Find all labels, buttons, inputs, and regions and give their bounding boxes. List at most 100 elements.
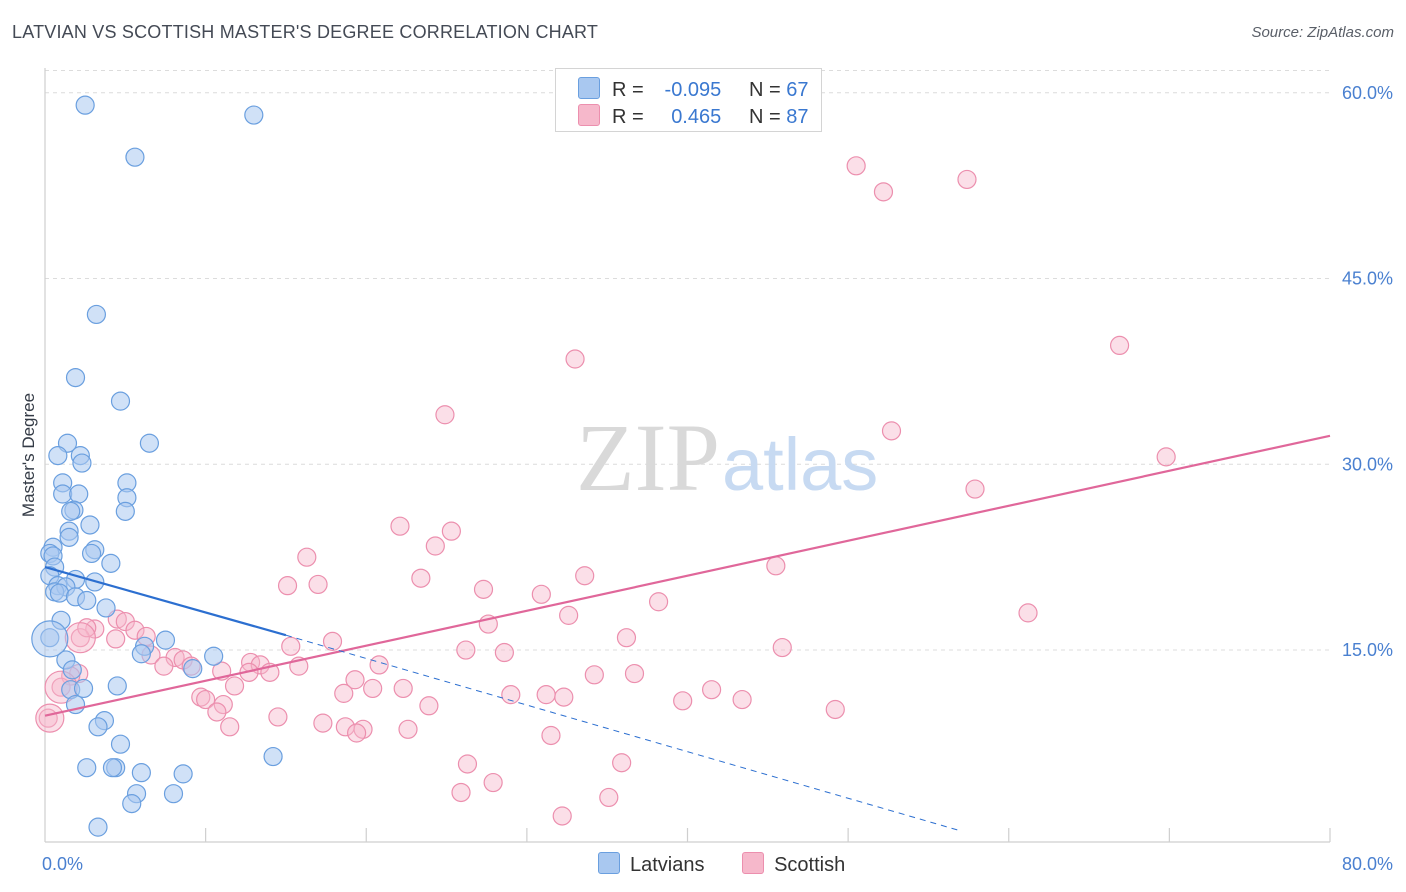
scottish-point [70, 628, 90, 648]
legend-r-label: R = [612, 106, 644, 128]
scottish-point [559, 605, 579, 625]
scottish-point [616, 628, 637, 648]
legend-n-value: 67 [786, 79, 809, 101]
scottish-point [457, 754, 478, 774]
latvian-point [81, 543, 102, 564]
legend-row-scottish: R = 0.465 N = 87 [578, 104, 809, 128]
scottish-point [612, 753, 632, 773]
scottish-point [125, 620, 145, 640]
scottish-point [441, 521, 461, 541]
scottish-point [224, 676, 245, 696]
legend-scottish-label: Scottish [774, 854, 846, 876]
scottish-point [552, 806, 572, 826]
watermark-zip: ZIP [576, 404, 720, 511]
scottish-point [965, 479, 985, 499]
latvian-point [110, 734, 131, 754]
latvian-point [122, 794, 142, 814]
scottish-point [456, 640, 476, 660]
scottish-point [494, 642, 514, 663]
latvian-point [263, 746, 283, 767]
scottish-point [281, 636, 301, 656]
scottish-cluster-point [35, 703, 65, 733]
scottish-point [297, 547, 317, 567]
latvian-point [155, 630, 176, 650]
latvian-point [107, 676, 127, 696]
scottish-point [196, 689, 216, 710]
scottish-trend-line [44, 434, 1331, 717]
latvian-point [88, 817, 108, 837]
legend-n-label: N = [749, 79, 781, 101]
scottish-point [1018, 603, 1038, 623]
series-legend: Latvians Scottish [598, 852, 877, 877]
scottish-point [308, 574, 328, 595]
scottish-point [435, 405, 455, 425]
latvian-point [73, 678, 94, 699]
legend-n-label: N = [749, 106, 781, 128]
legend-latvians-label: Latvians [630, 854, 705, 876]
scottish-point [419, 696, 439, 716]
scottish-legend-swatch [742, 852, 765, 874]
scottish-point [425, 536, 445, 556]
scottish-point [393, 678, 413, 699]
latvian-point [131, 644, 151, 664]
trend-lines [44, 434, 1331, 832]
latvian-point [61, 501, 81, 521]
scottish-point [599, 787, 619, 808]
scottish-point [541, 725, 561, 746]
latvian-point [59, 527, 79, 547]
scottish-cluster-point [64, 622, 96, 654]
scottish-point [501, 685, 521, 705]
latvian-point [75, 95, 95, 115]
latvian-point [139, 433, 160, 453]
latvian-point [72, 453, 92, 473]
scottish-point [411, 568, 431, 588]
scottish-point [483, 772, 503, 793]
legend-n-value: 87 [786, 106, 809, 128]
y-tick-label: 15.0% [1342, 640, 1393, 660]
scottish-point [825, 699, 845, 720]
scottish-point [154, 656, 174, 676]
grid-lines [45, 69, 1330, 651]
legend-item-scottish[interactable]: Scottish [742, 852, 845, 877]
scottish-point [313, 713, 333, 733]
scottish-point [846, 156, 866, 176]
scottish-point [268, 707, 288, 727]
correlation-legend: R = -0.095 N = 67 R = 0.465 N = 87 [555, 68, 822, 132]
latvian-cluster-point [31, 620, 69, 658]
scottish-point [624, 663, 645, 684]
scottish-point [1156, 447, 1176, 467]
scottish-point [451, 782, 471, 803]
y-axis-label: Master's Degree [19, 393, 38, 517]
legend-item-latvians[interactable]: Latvians [598, 852, 705, 877]
scottish-point [363, 678, 383, 699]
x-tick-marks [205, 828, 1331, 842]
scottish-point [345, 670, 365, 690]
latvian-point [77, 758, 97, 778]
latvian-point [69, 484, 89, 504]
scottish-point [732, 689, 752, 710]
watermark-atlas: atlas [722, 423, 878, 506]
latvian-point [86, 304, 107, 325]
scottish-point [220, 717, 240, 737]
y-tick-label: 45.0% [1342, 269, 1393, 289]
latvian-point [131, 763, 151, 783]
scottish-point [322, 631, 343, 651]
legend-r-label: R = [612, 79, 644, 101]
scottish-point [106, 629, 126, 649]
legend-r-value: 0.465 [671, 106, 722, 128]
latvians-swatch [578, 77, 600, 99]
scottish-swatch [578, 104, 600, 126]
scottish-point [701, 680, 722, 700]
latvians-legend-swatch [598, 852, 620, 874]
latvian-point [115, 501, 135, 521]
latvian-point [48, 446, 68, 466]
scottish-point [213, 694, 233, 715]
scottish-point [772, 637, 792, 658]
latvian-point [163, 784, 184, 804]
scottish-point [531, 584, 551, 604]
latvian-trend-extension [285, 634, 961, 832]
scottish-point [554, 687, 574, 707]
latvian-points [31, 95, 283, 837]
scottish-point [673, 691, 693, 711]
